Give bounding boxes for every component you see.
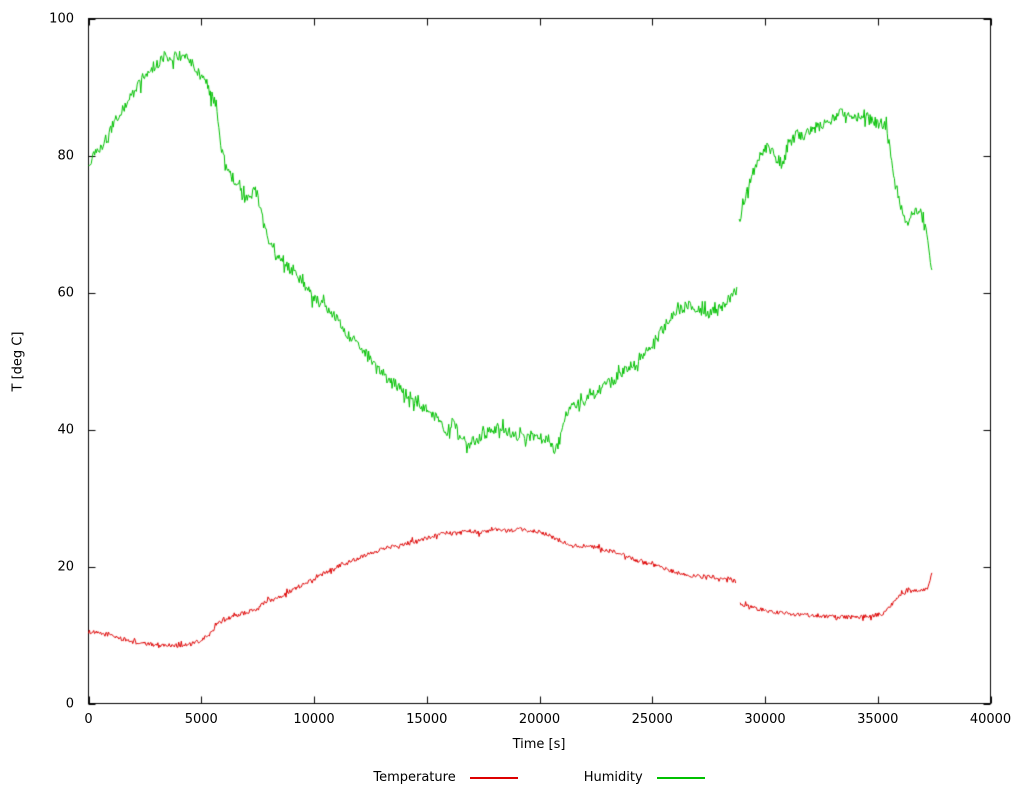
y-tick-label: 20 <box>57 559 74 574</box>
humidity-line-sample <box>656 776 705 779</box>
x-tick-labels: 0 5000 10000 15000 20000 25000 30000 35000 40000 <box>0 712 1024 730</box>
legend-item-humidity: Humidity <box>584 770 705 785</box>
legend-label-humidity: Humidity <box>583 770 643 785</box>
legend: Temperature Humidity <box>88 770 990 785</box>
x-tick-label: 40000 <box>969 712 1012 727</box>
x-tick-label: 25000 <box>631 712 673 727</box>
y-tick-label: 60 <box>57 285 74 300</box>
temperature-line-sample <box>469 776 518 779</box>
y-tick-label: 40 <box>57 422 74 437</box>
x-tick-label: 35000 <box>857 712 899 727</box>
x-tick-label: 0 <box>84 712 93 727</box>
x-axis-title: Time [s] <box>512 737 566 752</box>
y-tick-label: 100 <box>49 11 74 26</box>
y-tick-label: 80 <box>57 148 74 163</box>
legend-label-temperature: Temperature <box>373 770 456 785</box>
x-tick-label: 5000 <box>184 712 218 727</box>
x-tick-label: 20000 <box>518 712 561 727</box>
x-tick-label: 30000 <box>744 712 786 727</box>
x-tick-label: 10000 <box>293 712 335 727</box>
x-tick-label: 15000 <box>406 712 448 727</box>
y-tick-labels: 0 20 40 60 80 100 <box>0 0 80 800</box>
legend-item-temperature: Temperature <box>373 770 518 785</box>
y-tick-label: 0 <box>65 696 74 711</box>
